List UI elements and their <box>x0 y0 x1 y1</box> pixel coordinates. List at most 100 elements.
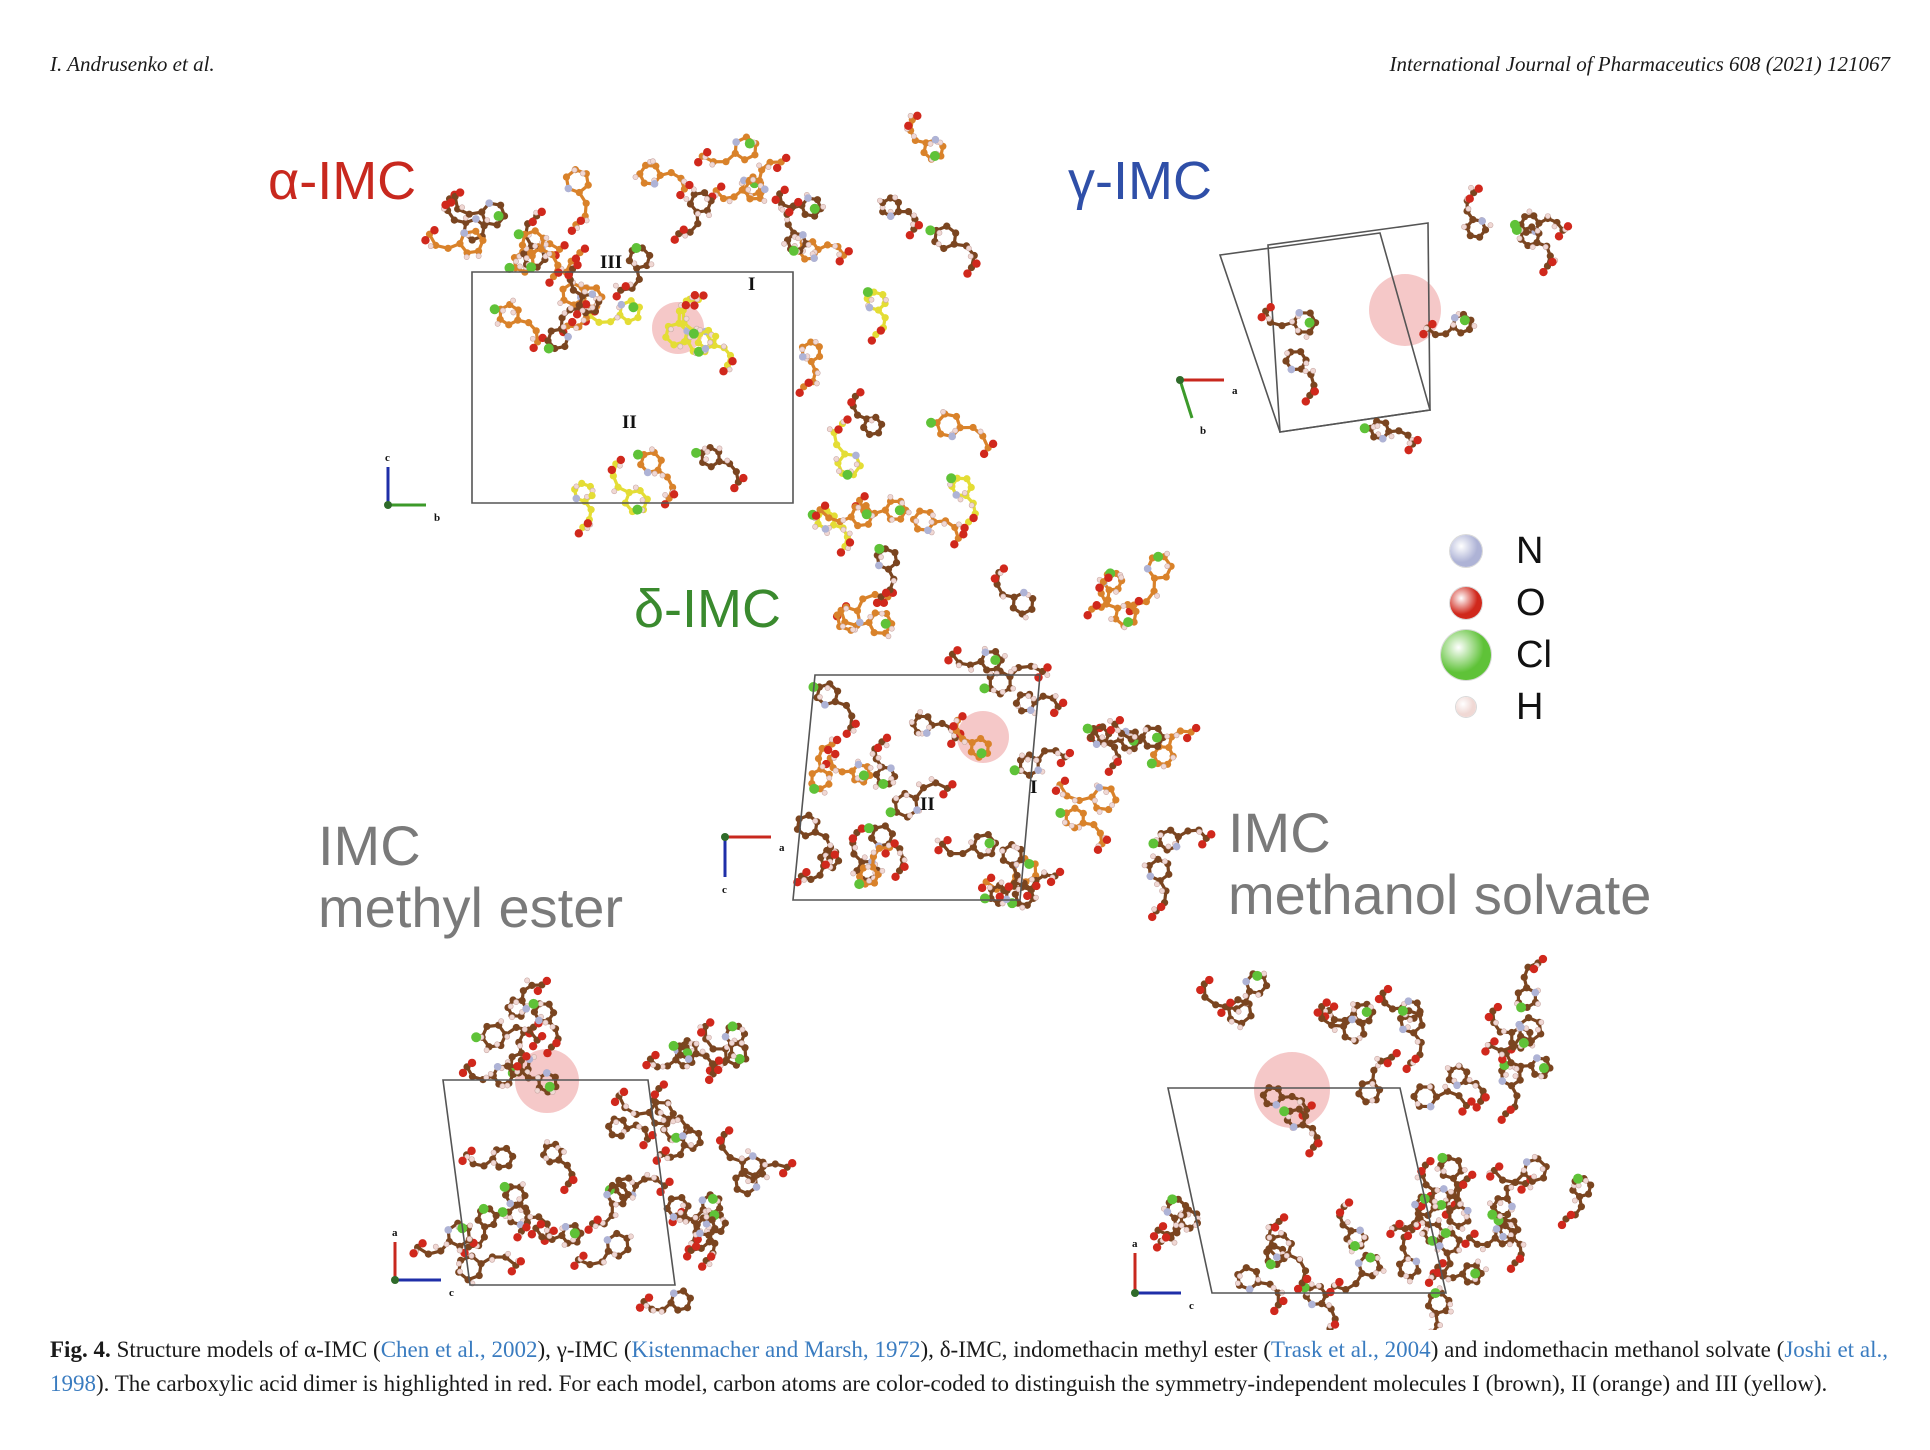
chlorine-atom <box>788 245 799 256</box>
hydrogen-atom <box>1308 1281 1315 1288</box>
oxygen-atom <box>905 231 915 240</box>
hydrogen-atom <box>1461 223 1467 230</box>
carbon-atom <box>870 879 879 887</box>
carbon-atom <box>1105 805 1113 814</box>
carbon-atom <box>1352 1280 1360 1288</box>
carbon-atom <box>490 1220 498 1229</box>
hydrogen-atom <box>827 842 834 849</box>
carbon-atom <box>842 701 851 710</box>
carbon-atom <box>1355 1090 1363 1098</box>
hydrogen-atom <box>1096 808 1103 815</box>
hydrogen-atom <box>443 1241 450 1248</box>
carbon-atom <box>437 1247 445 1255</box>
carbon-atom <box>614 483 622 491</box>
hydrogen-atom <box>546 250 553 257</box>
carbon-atom <box>472 227 480 235</box>
acid-dimer-highlight <box>515 1049 579 1113</box>
carbon-atom <box>1401 1224 1409 1233</box>
oxygen-atom <box>1472 1103 1481 1112</box>
hydrogen-atom <box>899 500 906 506</box>
oxygen-atom <box>1529 964 1539 974</box>
carbon-atom <box>670 341 678 349</box>
oxygen-atom <box>779 1169 788 1178</box>
nitrogen-atom <box>460 229 469 237</box>
hydrogen-atom <box>1141 862 1148 869</box>
hydrogen-atom <box>843 605 850 612</box>
hydrogen-atom <box>905 509 912 516</box>
hydrogen-atom <box>1388 433 1395 440</box>
oxygen-atom <box>860 492 869 501</box>
hydrogen-atom <box>644 1171 651 1178</box>
hydrogen-atom <box>543 234 550 241</box>
hydrogen-atom <box>592 1223 599 1229</box>
hydrogen-atom <box>861 854 868 861</box>
carbon-atom <box>1422 1181 1430 1189</box>
carbon-atom <box>1395 427 1403 435</box>
hydrogen-atom <box>1513 1065 1520 1072</box>
nitrogen-atom <box>485 199 494 207</box>
hydrogen-atom <box>1497 1213 1503 1220</box>
carbon-atom <box>968 738 976 747</box>
nitrogen-atom <box>752 1183 761 1191</box>
oxygen-atom <box>522 1223 531 1232</box>
hydrogen-atom <box>1419 1230 1426 1237</box>
citation-link[interactable]: Joshi et al., 1998 <box>50 1337 1888 1396</box>
hydrogen-atom <box>1061 819 1068 826</box>
hydrogen-atom <box>1534 227 1541 234</box>
nitrogen-atom <box>669 1213 678 1221</box>
carbon-atom <box>874 870 882 879</box>
nitrogen-atom <box>1245 1285 1254 1294</box>
citation-link[interactable]: Trask et al., 2004 <box>1270 1337 1431 1362</box>
carbon-atom <box>1165 870 1173 878</box>
hydrogen-atom <box>674 1117 681 1123</box>
carbon-atom <box>984 740 992 748</box>
chlorine-atom <box>493 211 504 222</box>
oxygen-atom <box>781 153 791 163</box>
chlorine-atom <box>1470 1268 1481 1279</box>
carbon-atom <box>1382 419 1390 427</box>
oxygen-atom <box>1566 1210 1576 1220</box>
oxygen-atom <box>948 780 957 789</box>
hydrogen-atom <box>1331 1027 1338 1033</box>
hydrogen-atom <box>510 309 517 316</box>
carbon-atom <box>545 1000 553 1008</box>
carbon-atom <box>1521 213 1529 221</box>
hydrogen-atom <box>1160 763 1167 770</box>
carbon-atom <box>625 257 633 265</box>
hydrogen-atom <box>1255 991 1262 998</box>
carbon-atom <box>912 794 920 802</box>
hydrogen-atom <box>1506 1241 1513 1248</box>
hydrogen-atom <box>876 763 883 770</box>
hydrogen-atom <box>1479 1246 1486 1253</box>
carbon-atom <box>1013 871 1021 880</box>
carbon-atom <box>967 483 975 492</box>
carbon-atom <box>1446 1207 1454 1215</box>
oxygen-atom <box>972 259 981 268</box>
carbon-atom <box>588 491 596 500</box>
carbon-atom <box>625 488 633 497</box>
hydrogen-atom <box>877 197 883 204</box>
carbon-atom <box>1442 330 1450 338</box>
hydrogen-atom <box>1434 1187 1441 1194</box>
methanol-solvate-label-line2: methanol solvate <box>1228 862 1652 926</box>
hydrogen-atom <box>1434 1165 1441 1172</box>
carbon-atom <box>1397 1270 1405 1278</box>
hydrogen-atom <box>1538 1019 1545 1026</box>
hydrogen-atom <box>681 178 687 185</box>
carbon-atom <box>1150 574 1159 582</box>
oxygen-atom <box>704 1075 714 1085</box>
citation-link[interactable]: Kistenmacher and Marsh, 1972 <box>631 1337 921 1362</box>
carbon-atom <box>504 1062 512 1070</box>
carbon-atom <box>592 284 601 292</box>
citation-link[interactable]: Chen et al., 2002 <box>380 1337 538 1362</box>
carbon-atom <box>858 858 866 866</box>
chlorine-atom <box>1148 838 1159 849</box>
hydrogen-atom <box>901 857 908 863</box>
hydrogen-atom <box>853 461 860 468</box>
oxygen-atom <box>564 270 573 280</box>
carbon-atom <box>1362 1098 1370 1106</box>
carbon-atom <box>865 430 874 439</box>
carbon-atom <box>1310 381 1318 389</box>
carbon-atom <box>674 1306 682 1314</box>
oxygen-atom <box>573 260 582 270</box>
